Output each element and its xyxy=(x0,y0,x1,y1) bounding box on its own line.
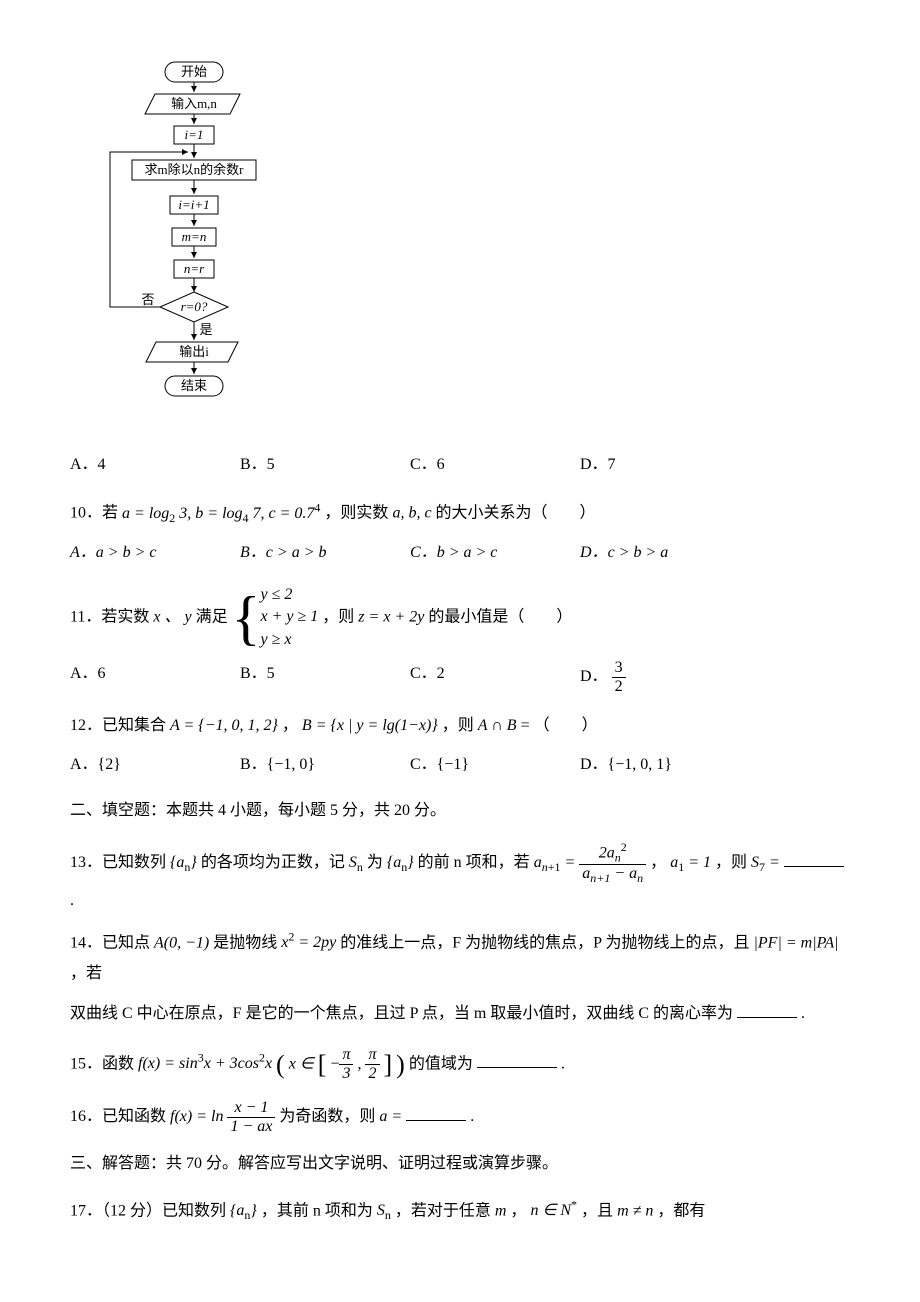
q14: 14．已知点 A(0, −1) 是抛物线 x2 = 2py 的准线上一点，F 为… xyxy=(70,926,850,989)
flow-start: 开始 xyxy=(181,64,207,79)
q11: 11．若实数 x 、 y 满足 { y ≤ 2 x + y ≥ 1 y ≥ x … xyxy=(70,584,850,651)
flow-calc: 求m除以n的余数r xyxy=(145,162,245,177)
q9-opt-c: C．6 xyxy=(410,450,580,480)
q15-blank xyxy=(477,1051,557,1068)
q12-prefix: 12．已知集合 xyxy=(70,717,170,734)
flow-input: 输入m,n xyxy=(171,96,217,111)
q15: 15．函数 f(x) = sin3x + 3cos2x ( x ∈ [ −π3 … xyxy=(70,1040,850,1089)
q10-opt-b: B．c > a > b xyxy=(240,538,410,568)
flow-end: 结束 xyxy=(181,378,207,393)
q10-options: A．a > b > c B．c > a > b C．b > a > c D．c … xyxy=(70,538,850,568)
q14-blank xyxy=(737,1001,797,1018)
q13-blank xyxy=(784,850,844,867)
q11-line2: x + y ≥ 1 xyxy=(260,606,318,628)
flow-inc: i=i+1 xyxy=(178,197,209,212)
q11-prefix: 11．若实数 xyxy=(70,608,153,625)
q10-opt-a: A．a > b > c xyxy=(70,538,240,568)
q10-opt-d: D．c > b > a xyxy=(580,538,750,568)
q12-opt-c: C．{−1} xyxy=(410,750,580,780)
q16: 16．已知函数 f(x) = ln x − 1 1 − ax 为奇函数，则 a … xyxy=(70,1099,850,1135)
q12-opt-b: B．{−1, 0} xyxy=(240,750,410,780)
flow-mn: m=n xyxy=(182,229,207,244)
flow-output: 输出i xyxy=(179,344,209,359)
q10: 10．若 a = log2 3, b = log4 7, c = 0.74 ，则… xyxy=(70,496,850,529)
q9-opt-d: D．7 xyxy=(580,450,750,480)
flowchart: 开始 输入m,n i=1 求m除以n的余数r i=i+1 m=n n=r r=0… xyxy=(70,60,850,430)
q14-cont: 双曲线 C 中心在原点，F 是它的一个焦点，且过 P 点，当 m 取最小值时，双… xyxy=(70,999,850,1029)
flow-cond: r=0? xyxy=(181,299,208,314)
q13: 13．已知数列 {an} 的各项均为正数，记 Sn 为 {an} 的前 n 项和… xyxy=(70,841,850,916)
q12-opt-d: D．{−1, 0, 1} xyxy=(580,750,750,780)
q12-opt-a: A．{2} xyxy=(70,750,240,780)
q9-opt-b: B．5 xyxy=(240,450,410,480)
q11-opt-b: B．5 xyxy=(240,659,410,695)
q12: 12．已知集合 A = {−1, 0, 1, 2} ， B = {x | y =… xyxy=(70,711,850,741)
q10-mid: ，则实数 xyxy=(324,505,392,522)
q11-suffix: 的最小值是（ ） xyxy=(428,608,572,625)
flow-no: 否 xyxy=(141,292,154,307)
q11-opt-c: C．2 xyxy=(410,659,580,695)
q9-opt-a: A．4 xyxy=(70,450,240,480)
q17: 17．（12 分）已知数列 {an} ，其前 n 项和为 Sn ，若对于任意 m… xyxy=(70,1194,850,1227)
section3-title: 三、解答题：共 70 分。解答应写出文字说明、证明过程或演算步骤。 xyxy=(70,1149,850,1179)
q11-options: A．6 B．5 C．2 D． 32 xyxy=(70,659,850,695)
q10-suffix: 的大小关系为（ ） xyxy=(436,505,596,522)
flow-yes: 是 xyxy=(199,322,212,337)
q11-opt-d: D． 32 xyxy=(580,659,750,695)
q16-blank xyxy=(406,1104,466,1121)
flow-init: i=1 xyxy=(185,127,204,142)
q11-line3: y ≥ x xyxy=(260,629,318,651)
section2-title: 二、填空题：本题共 4 小题，每小题 5 分，共 20 分。 xyxy=(70,796,850,826)
q12-suffix: = （ ） xyxy=(521,717,598,734)
flow-nr: n=r xyxy=(184,261,205,276)
q11-opt-a: A．6 xyxy=(70,659,240,695)
q9-options: A．4 B．5 C．6 D．7 xyxy=(70,450,850,480)
q11-line1: y ≤ 2 xyxy=(260,584,318,606)
q10-prefix: 10．若 xyxy=(70,505,122,522)
q12-options: A．{2} B．{−1, 0} C．{−1} D．{−1, 0, 1} xyxy=(70,750,850,780)
q11-mid1: 满足 xyxy=(196,608,232,625)
q10-opt-c: C．b > a > c xyxy=(410,538,580,568)
